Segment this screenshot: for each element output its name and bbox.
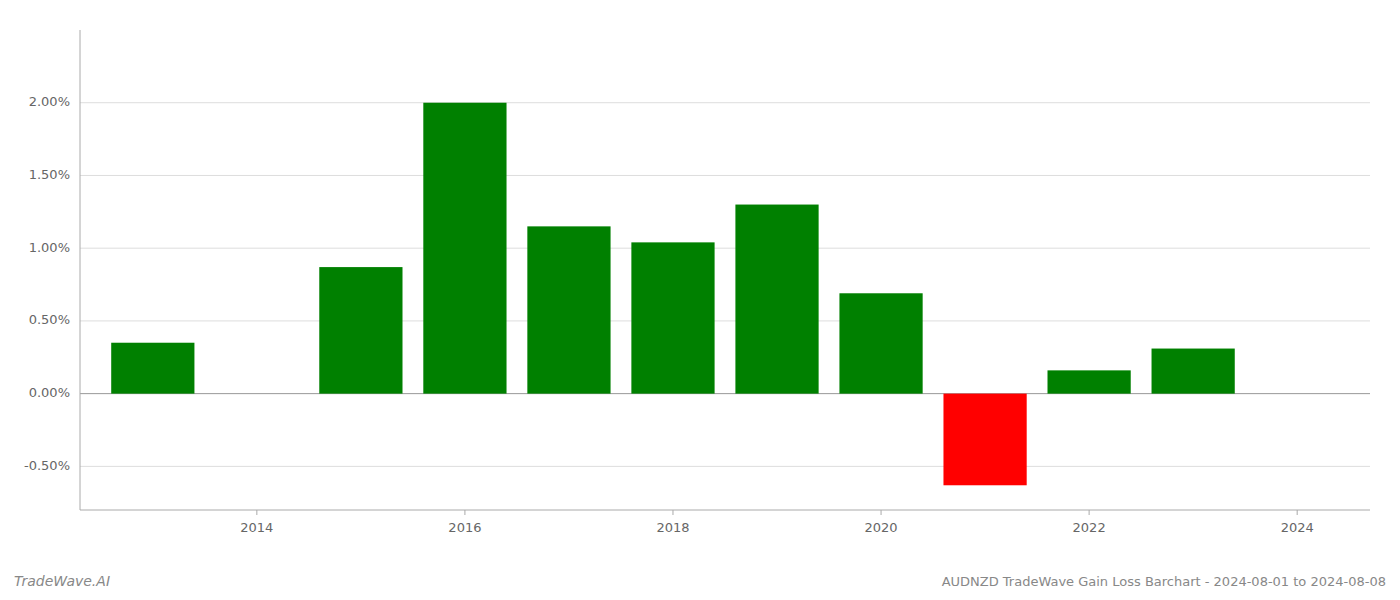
bar xyxy=(735,205,818,394)
bar xyxy=(111,343,194,394)
grid-line xyxy=(80,248,1370,249)
x-tick-label: 2016 xyxy=(448,520,481,535)
bar xyxy=(631,242,714,393)
x-tick-label: 2018 xyxy=(656,520,689,535)
x-tick-label: 2024 xyxy=(1281,520,1314,535)
title: AUDNZD TradeWave Gain Loss Barchart - 20… xyxy=(942,574,1386,589)
chart-svg: -0.50%0.00%0.50%1.00%1.50%2.00%201420162… xyxy=(0,0,1400,600)
y-tick-label: 1.50% xyxy=(29,167,70,182)
x-axis-line xyxy=(80,510,1370,511)
bar xyxy=(319,267,402,394)
x-tick-label: 2022 xyxy=(1073,520,1106,535)
x-tick xyxy=(672,510,673,515)
grid-line xyxy=(80,175,1370,176)
y-tick-label: 0.00% xyxy=(29,385,70,400)
bar xyxy=(1048,370,1131,393)
bar xyxy=(1152,349,1235,394)
x-tick xyxy=(1089,510,1090,515)
grid-line xyxy=(80,320,1370,321)
x-tick xyxy=(464,510,465,515)
grid-line xyxy=(80,102,1370,103)
bar xyxy=(527,226,610,393)
bar xyxy=(943,394,1026,486)
x-tick xyxy=(881,510,882,515)
bar xyxy=(423,103,506,394)
y-tick-label: 0.50% xyxy=(29,312,70,327)
watermark: TradeWave.AI xyxy=(14,573,110,589)
x-tick xyxy=(256,510,257,515)
y-tick-label: -0.50% xyxy=(24,458,70,473)
bars xyxy=(111,103,1235,486)
y-axis: -0.50% 0.00% 0.50% 1.00% 1.50% 2.00% xyxy=(24,94,70,473)
grid xyxy=(80,103,1370,467)
y-axis-line xyxy=(80,30,81,510)
grid-line xyxy=(80,466,1370,467)
chart-container: -0.50%0.00%0.50%1.00%1.50%2.00%201420162… xyxy=(0,0,1400,600)
x-tick-label: 2014 xyxy=(240,520,273,535)
y-tick-label: 2.00% xyxy=(29,94,70,109)
x-tick xyxy=(1297,510,1298,515)
y-tick-label: 1.00% xyxy=(29,240,70,255)
bar xyxy=(839,293,922,393)
x-axis: 2014 2016 2018 2020 2022 2024 xyxy=(240,510,1313,535)
x-tick-label: 2020 xyxy=(865,520,898,535)
